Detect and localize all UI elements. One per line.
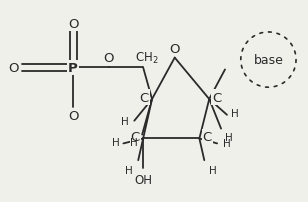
- Text: OH: OH: [134, 174, 152, 186]
- Text: H: H: [223, 139, 231, 149]
- Text: O: O: [103, 52, 114, 65]
- Text: P: P: [68, 62, 78, 75]
- Text: O: O: [169, 43, 180, 56]
- Text: H: H: [125, 165, 133, 175]
- Text: O: O: [68, 110, 78, 123]
- Text: C: C: [140, 91, 149, 104]
- Text: O: O: [9, 62, 19, 75]
- Text: C: C: [213, 91, 222, 104]
- Text: CH$_2$: CH$_2$: [135, 51, 159, 66]
- Text: H: H: [209, 165, 217, 175]
- Text: H: H: [120, 116, 128, 126]
- Text: C: C: [131, 130, 140, 143]
- Text: H: H: [112, 138, 120, 148]
- Text: H: H: [225, 132, 233, 142]
- Text: H: H: [130, 138, 138, 148]
- Text: O: O: [68, 18, 78, 31]
- Text: C: C: [203, 130, 212, 143]
- Text: base: base: [253, 54, 283, 67]
- Text: H: H: [231, 108, 239, 118]
